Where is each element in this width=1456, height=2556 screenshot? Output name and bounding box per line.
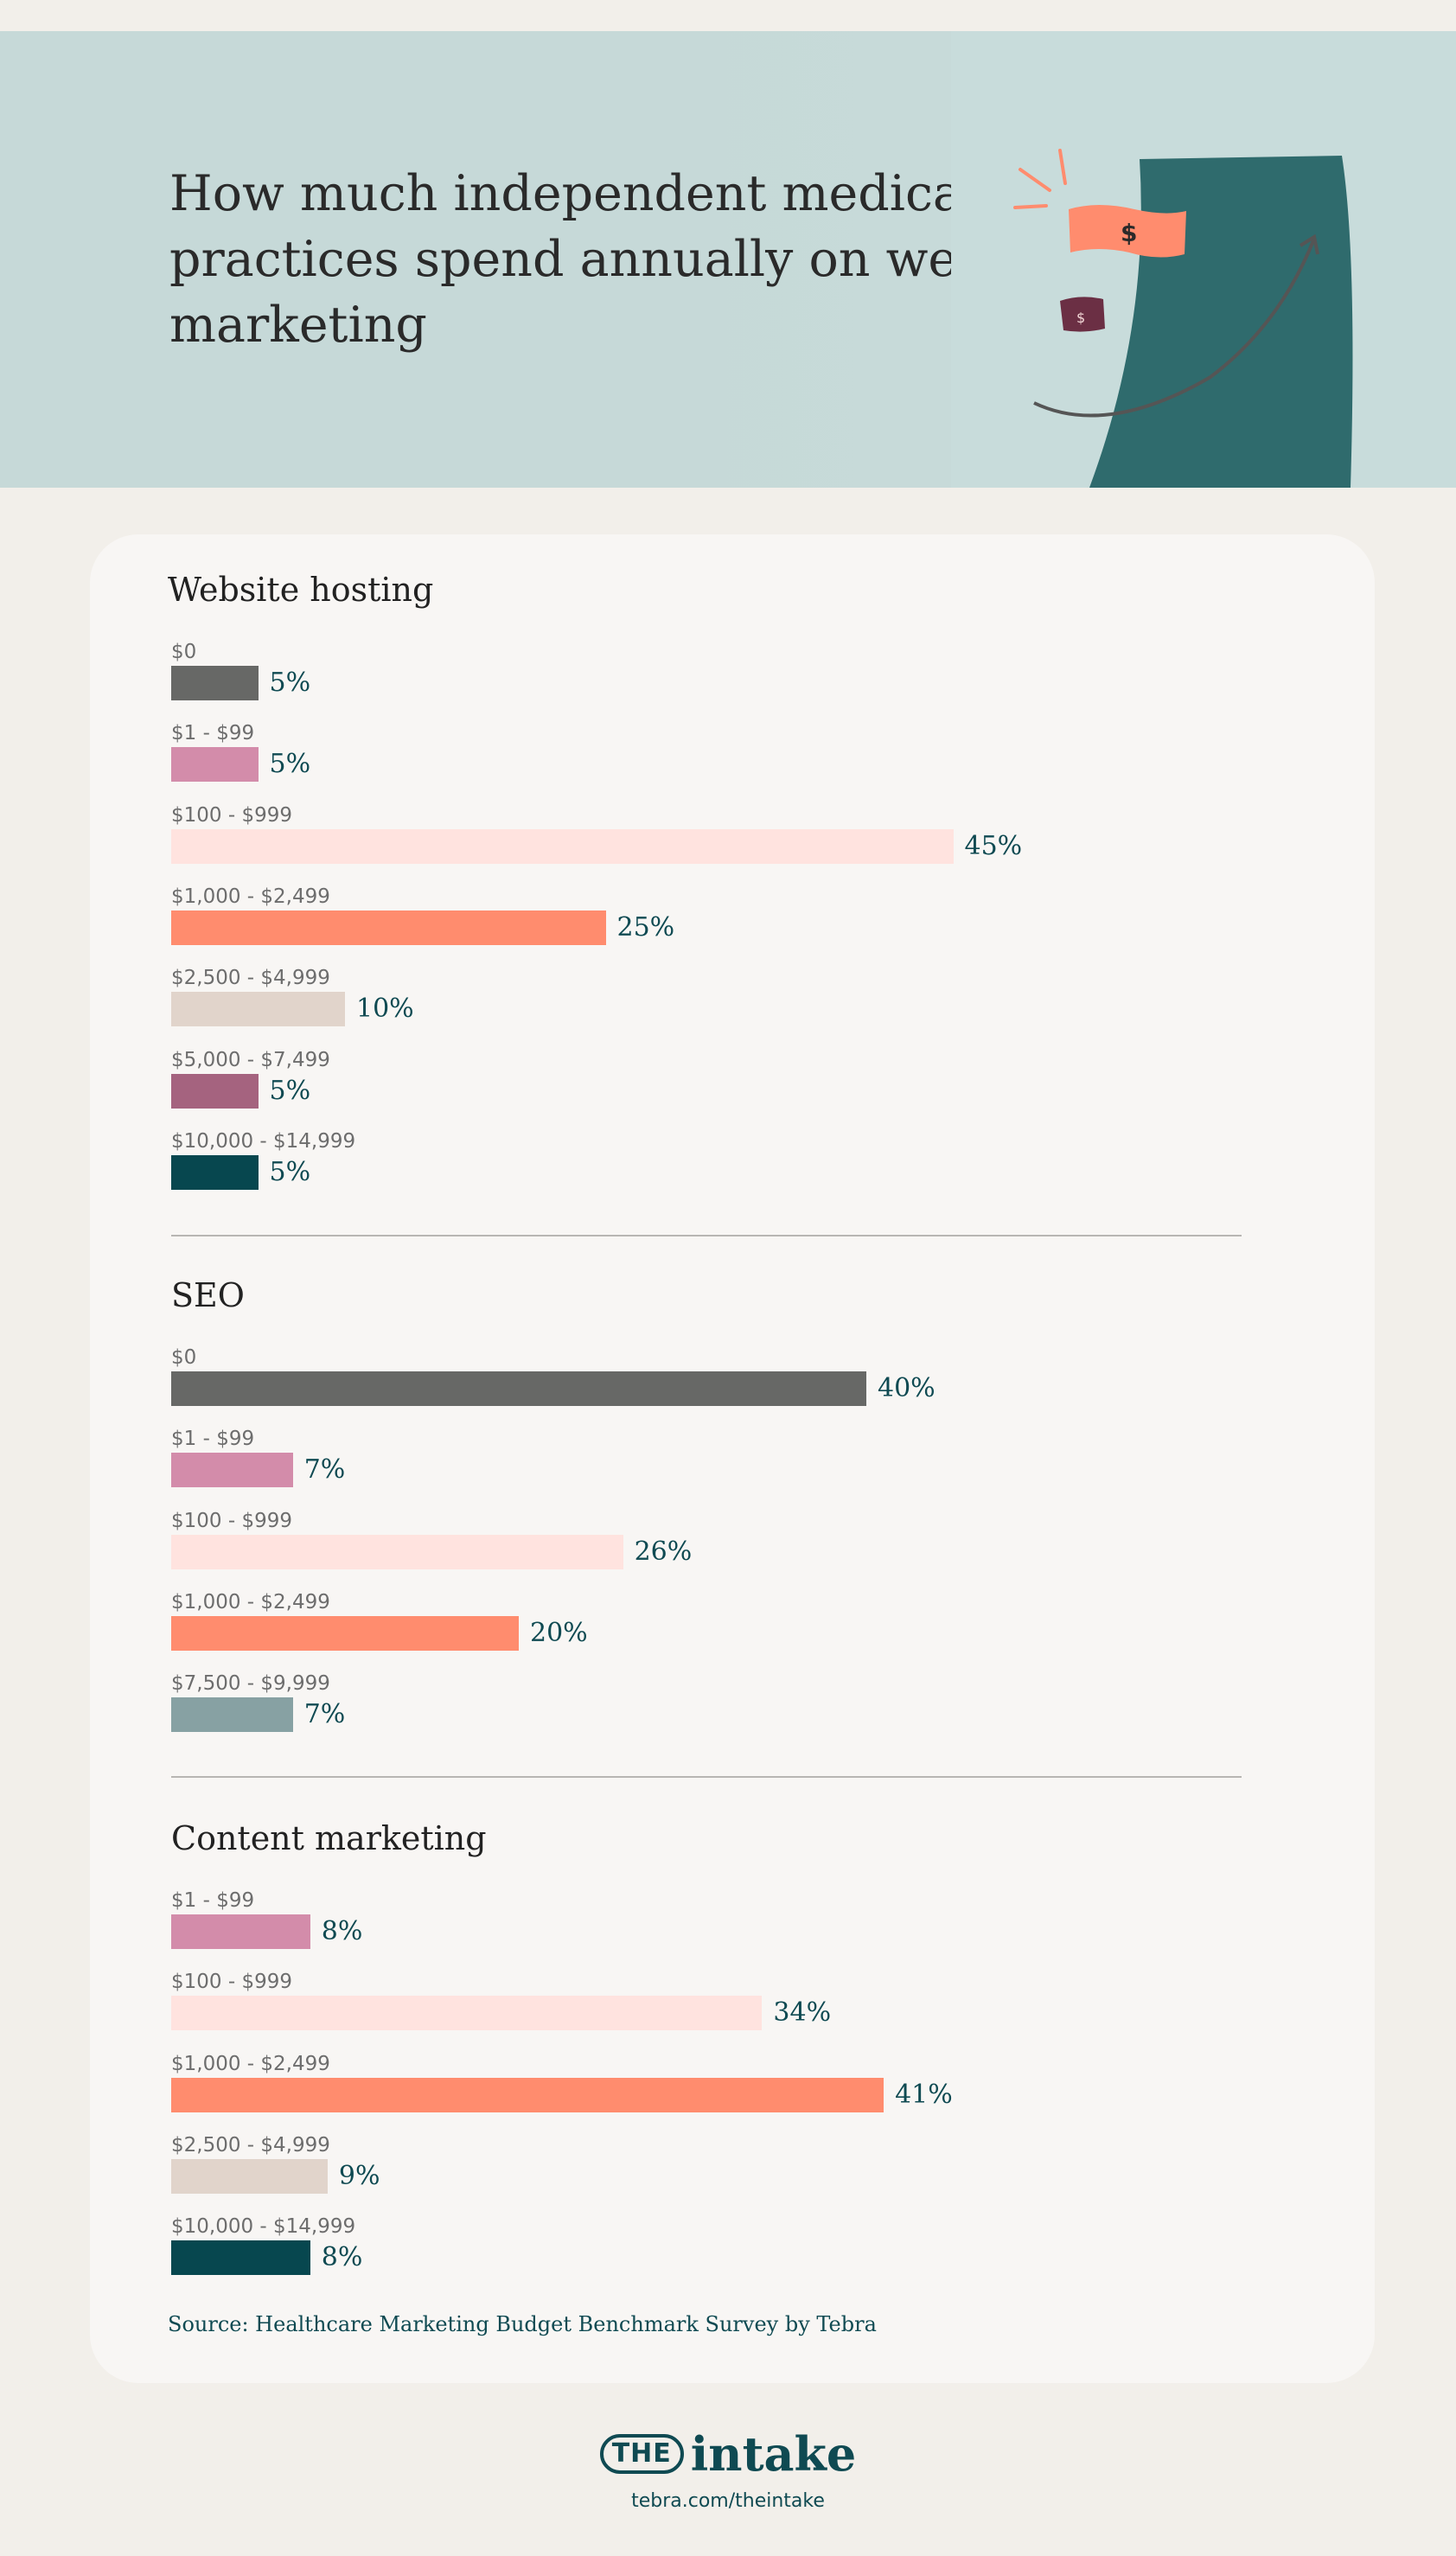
value-label: 41% <box>895 2079 953 2110</box>
bar <box>171 1154 259 1190</box>
value-label: 20% <box>530 1617 588 1648</box>
value-label: 10% <box>356 994 414 1025</box>
value-label: 45% <box>964 830 1023 861</box>
bar <box>171 992 345 1027</box>
category-label: $0 <box>171 641 197 663</box>
bar <box>171 828 954 864</box>
category-label: $1 - $99 <box>171 1889 255 1912</box>
category-label: $100 - $999 <box>171 803 292 827</box>
category-label: $7,500 - $9,999 <box>171 1672 330 1696</box>
category-label: $100 - $999 <box>171 1509 292 1532</box>
source-note: Source: Healthcare Marketing Budget Benc… <box>168 2312 877 2336</box>
category-label: $5,000 - $7,499 <box>171 1048 330 1071</box>
the-intake-logo: THE intake <box>599 2426 857 2482</box>
section-title: SEO <box>171 1276 245 1314</box>
logo-intake: intake <box>690 2426 857 2482</box>
value-label: 9% <box>338 2160 380 2191</box>
section-title: Content marketing <box>171 1819 487 1857</box>
section-divider <box>171 1235 1242 1236</box>
value-label: 7% <box>303 1699 346 1730</box>
footer-logo: THE intake tebra.com/theintake <box>0 2426 1456 2512</box>
money-growth-illustration: $ $ <box>951 31 1456 488</box>
small-dollar-bill-icon: $ <box>1060 297 1105 332</box>
page-title: How much independent medical practices s… <box>169 165 989 354</box>
bar <box>171 2158 328 2194</box>
bar <box>171 1534 623 1569</box>
bar <box>171 1615 519 1651</box>
value-label: 5% <box>269 1156 311 1187</box>
bar <box>171 2240 310 2276</box>
bar <box>171 1453 293 1488</box>
category-label: $1,000 - $2,499 <box>171 1590 330 1613</box>
section-divider <box>171 1776 1242 1778</box>
bar <box>171 2077 884 2112</box>
category-label: $0 <box>171 1346 197 1369</box>
bar <box>171 1073 259 1109</box>
value-label: 34% <box>773 1997 832 2029</box>
value-label: 40% <box>878 1373 936 1403</box>
value-label: 26% <box>634 1536 693 1567</box>
bar <box>171 1996 763 2031</box>
value-label: 25% <box>616 911 675 943</box>
footer-url[interactable]: tebra.com/theintake <box>631 2490 825 2512</box>
category-label: $1 - $99 <box>171 722 255 745</box>
value-label: 7% <box>303 1454 346 1486</box>
category-label: $2,500 - $4,999 <box>171 2133 330 2157</box>
hero-banner: How much independent medical practices s… <box>0 31 1456 488</box>
dollar-bill-icon: $ <box>1069 205 1186 258</box>
value-label: 5% <box>269 668 311 698</box>
chart-card: Website hosting $0 5% $1 - $99 5% $100 - $999… <box>90 534 1375 2383</box>
spark-lines-icon <box>1013 149 1067 209</box>
value-label: 5% <box>269 749 311 780</box>
category-label: $1 - $99 <box>171 1428 255 1451</box>
category-label: $10,000 - $14,999 <box>171 1129 356 1153</box>
category-label: $10,000 - $14,999 <box>171 2215 356 2239</box>
bar <box>171 1914 310 1949</box>
value-label: 8% <box>321 2242 363 2273</box>
category-label: $1,000 - $2,499 <box>171 885 330 908</box>
bar <box>171 910 606 945</box>
category-label: $1,000 - $2,499 <box>171 2052 330 2075</box>
category-label: $2,500 - $4,999 <box>171 967 330 990</box>
logo-the: THE <box>599 2434 684 2474</box>
bar <box>171 747 259 783</box>
value-label: 5% <box>269 1075 311 1106</box>
svg-text:$: $ <box>1121 219 1137 247</box>
section-title: Website hosting <box>168 571 434 609</box>
value-label: 8% <box>321 1916 363 1946</box>
category-label: $100 - $999 <box>171 1971 292 1994</box>
svg-text:$: $ <box>1076 310 1085 326</box>
bar <box>171 666 259 700</box>
trend-arrow-icon <box>1033 238 1316 418</box>
bar <box>171 1371 866 1406</box>
bar <box>171 1697 293 1733</box>
